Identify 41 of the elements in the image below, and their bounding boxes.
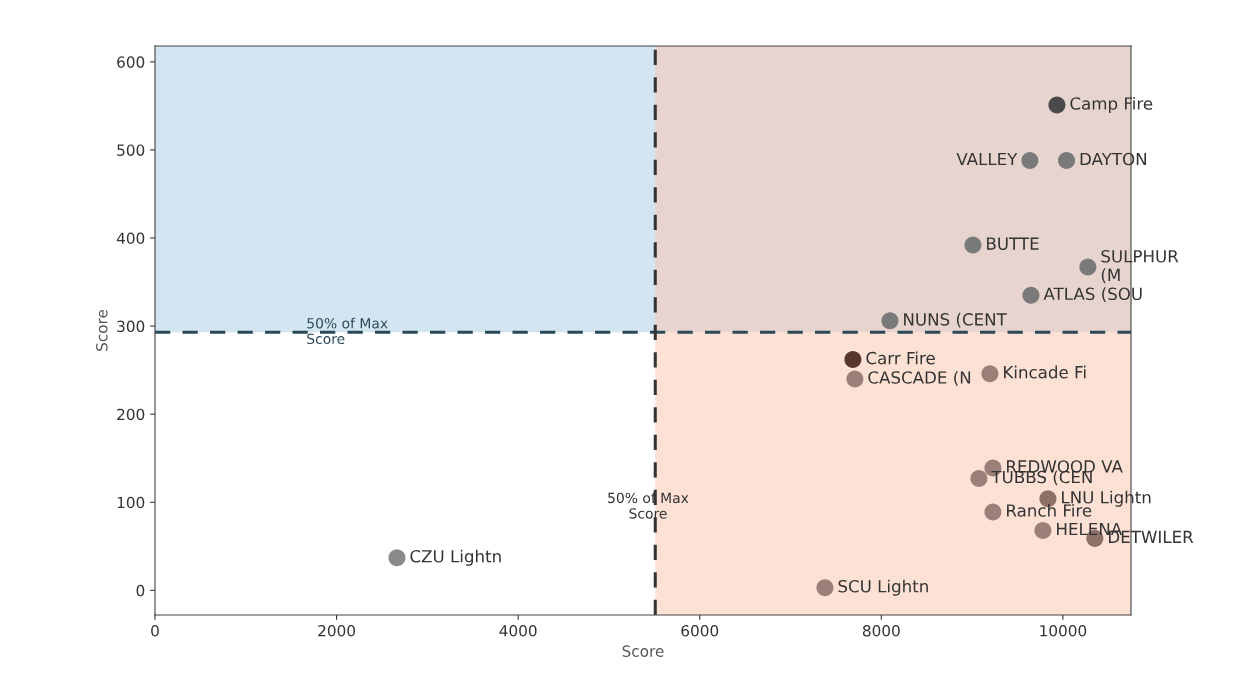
point — [981, 365, 999, 383]
point — [1034, 521, 1052, 539]
x-tick-label: 10000 — [1040, 624, 1087, 637]
y-tick-label: 100 — [117, 496, 145, 509]
annotation: ATLAS (SOU — [1043, 287, 1142, 303]
annotation: Kincade Fi — [1004, 365, 1086, 379]
x-tick-label: 6000 — [681, 624, 719, 637]
x-axis-title: Score — [622, 645, 664, 657]
y-tick-label: 200 — [117, 408, 145, 421]
point — [1058, 152, 1076, 170]
annotation: BUTTE — [987, 237, 1039, 250]
annotation: VALLEY — [956, 152, 1018, 166]
x-tick-label: 0 — [151, 624, 159, 637]
x-tick-label: 4000 — [499, 624, 537, 637]
y-tick-label: 300 — [117, 320, 145, 333]
point — [984, 503, 1002, 521]
point — [844, 351, 862, 369]
point — [1021, 152, 1039, 170]
point — [1079, 258, 1097, 276]
x-tick-label: 2000 — [318, 624, 356, 637]
point — [1022, 286, 1040, 304]
annotation: CZU Lightn — [410, 549, 501, 566]
x-tick-label: 8000 — [862, 624, 900, 637]
y-axis-title: Score — [96, 309, 108, 351]
point — [846, 370, 864, 388]
point — [881, 312, 899, 330]
y-tick-label: 0 — [136, 584, 145, 597]
annotation: DAYTON — [1080, 152, 1146, 166]
y-tick-label: 600 — [117, 56, 145, 68]
y-tick-label: 500 — [117, 144, 145, 156]
point — [388, 549, 406, 567]
point — [816, 579, 834, 597]
y-tick-label: 400 — [116, 232, 145, 245]
point — [964, 236, 982, 254]
annotation: SCU Lightn — [838, 579, 928, 596]
point — [1048, 96, 1066, 114]
annotation: CASCADE (N — [868, 370, 971, 386]
point — [970, 469, 988, 487]
ref-line-label: 50% of Max Score — [307, 317, 388, 345]
annotation: NUNS (CENT — [904, 312, 1007, 328]
annotation: Carr Fire — [866, 351, 935, 365]
